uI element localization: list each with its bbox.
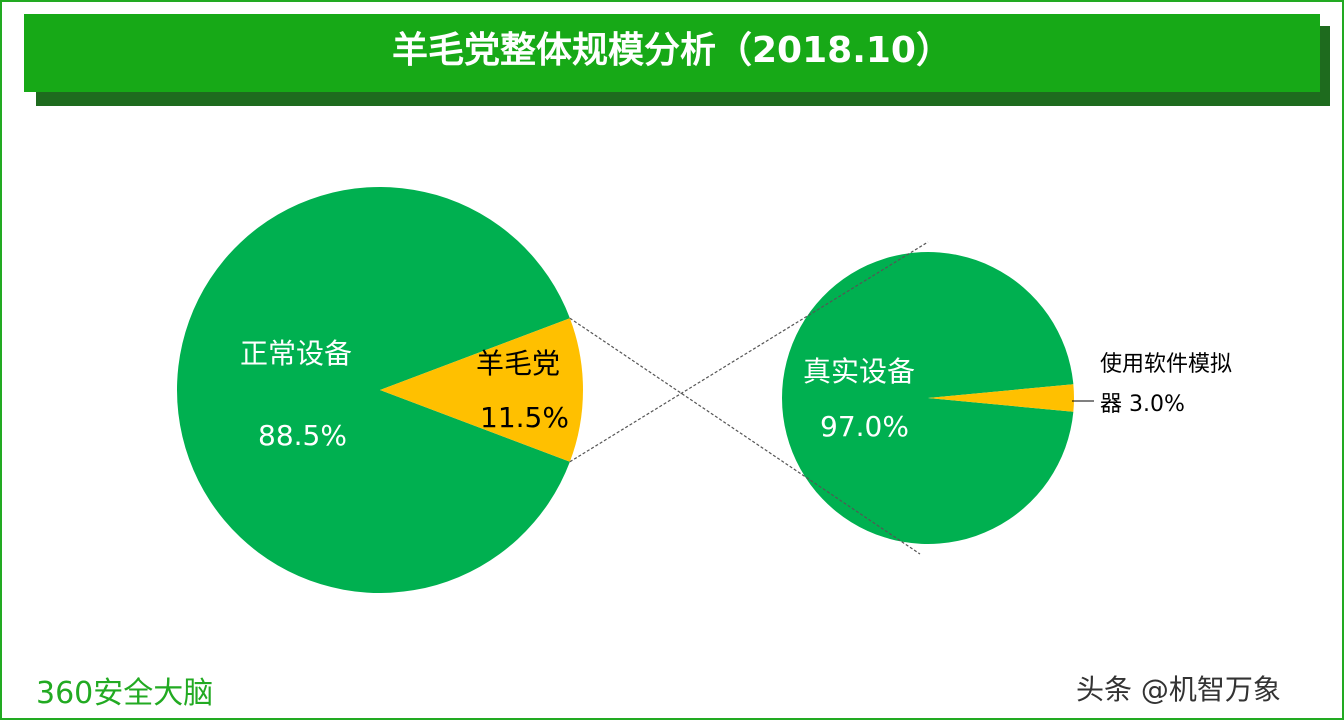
pie-slice bbox=[928, 384, 1074, 412]
pie-slice bbox=[782, 252, 1074, 544]
value-label: 97.0% bbox=[820, 410, 909, 443]
connector-line bbox=[569, 241, 929, 463]
connector-line bbox=[569, 317, 921, 555]
watermark: 头条 @机智万象 bbox=[1076, 673, 1281, 706]
slice-label: 使用软件模拟器 3.0% bbox=[1100, 345, 1240, 425]
value-label: 11.5% bbox=[480, 401, 569, 434]
value-label: 3.0% bbox=[1129, 392, 1185, 417]
category-label: 羊毛党 bbox=[476, 347, 561, 380]
category-label: 真实设备 bbox=[803, 355, 916, 388]
value-label: 88.5% bbox=[258, 419, 347, 452]
category-label: 使用软件模拟器 bbox=[1100, 352, 1233, 417]
pie-slice bbox=[176, 186, 570, 593]
header-bar bbox=[24, 14, 1320, 92]
category-label: 正常设备 bbox=[240, 337, 353, 370]
pie-slice bbox=[380, 318, 583, 462]
plot bbox=[176, 186, 1094, 593]
title: 羊毛党整体规模分析（2018.10） bbox=[392, 30, 952, 71]
source: 360安全大脑 bbox=[36, 676, 214, 711]
